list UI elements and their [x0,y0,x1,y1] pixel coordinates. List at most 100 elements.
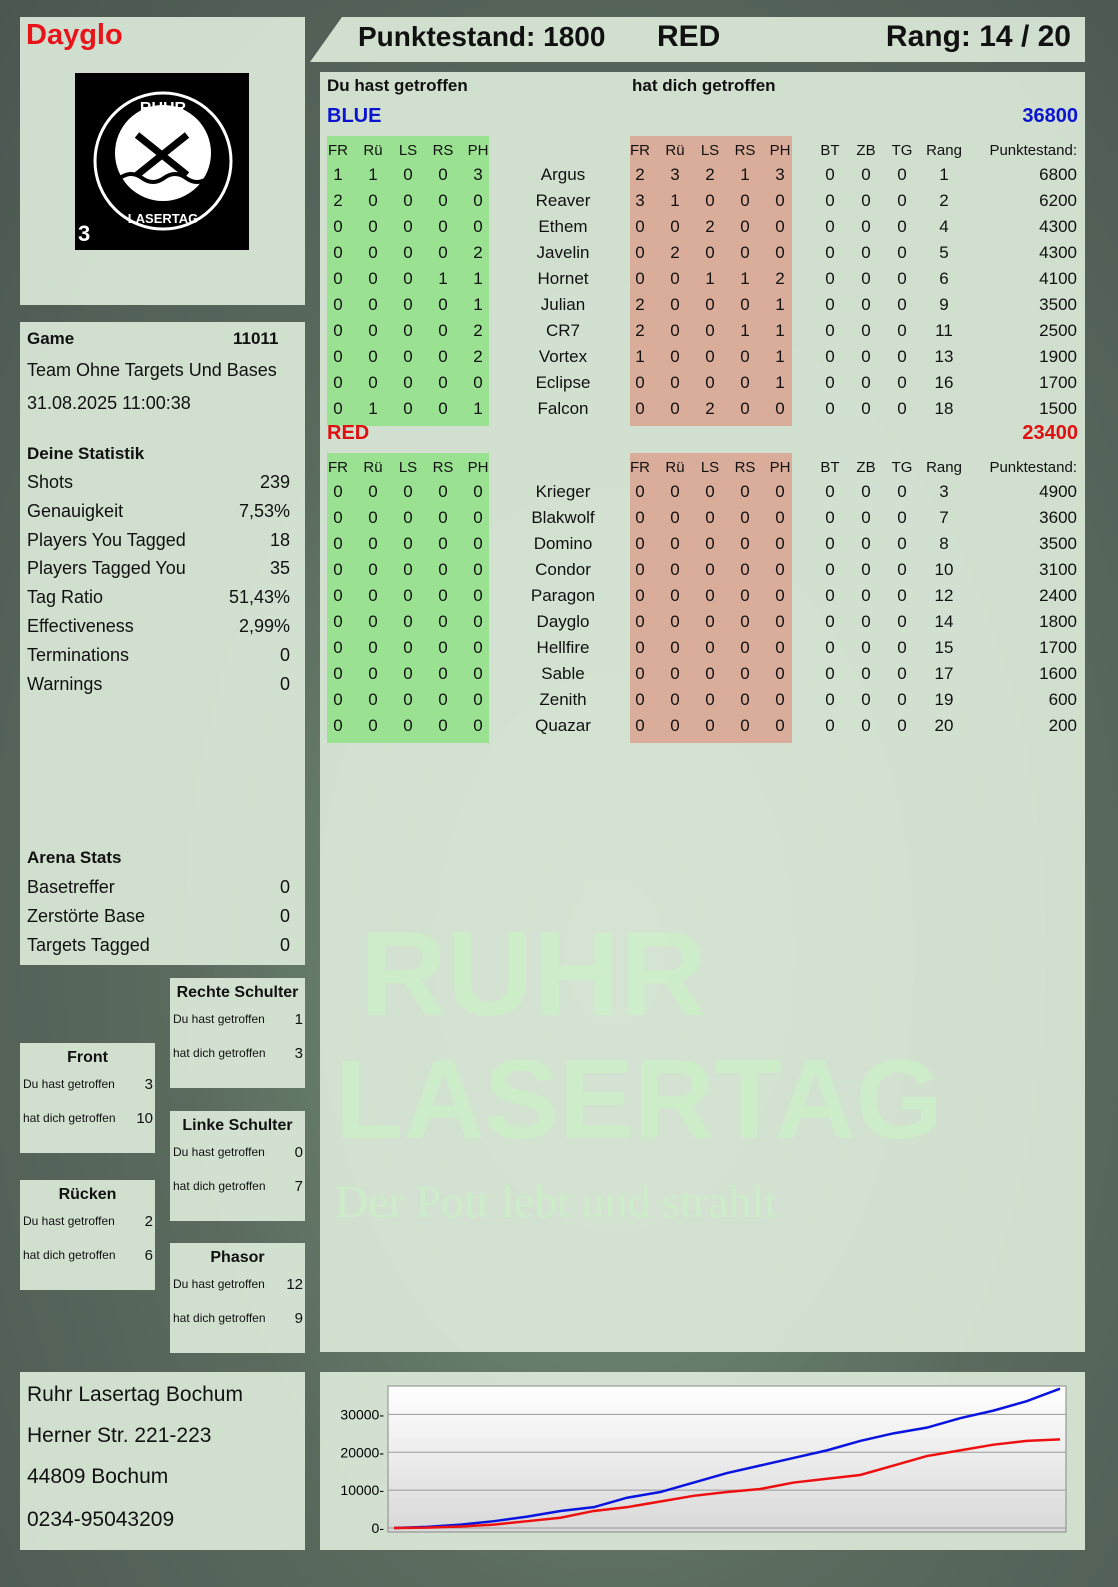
hit-you-cell: 1 [775,347,785,366]
you-hit-cell: 0 [473,373,483,392]
extra-cell: 0 [861,321,871,340]
zone-hit-value: 1 [294,1011,303,1028]
extra-cell: 0 [897,243,907,262]
stats-title: Deine Statistik [27,444,145,463]
extra-cell: 0 [861,347,871,366]
player-name: Domino [533,534,593,553]
zone-got-value: 9 [294,1310,303,1327]
extra-cell: 0 [825,191,835,210]
extra-cell: 0 [861,217,871,236]
extra-cell: 12 [934,586,954,605]
zone-got-value: 7 [294,1178,303,1195]
hit-you-cell: 0 [670,217,680,236]
hit-you-cell: 0 [740,243,750,262]
hit-you-cell: 0 [775,664,785,683]
hit-you-cell: 1 [670,191,680,210]
player-name: Sable [541,664,585,683]
you-hit-cell: 0 [438,399,448,418]
column-header: PH [467,142,489,159]
hit-you-cell: 0 [705,321,715,340]
extra-cell: 0 [825,399,835,418]
player-score: 2400 [1039,586,1077,605]
player-score: 4100 [1039,269,1077,288]
zone-hit-label: Du hast getroffen [173,1145,265,1159]
hit-you-cell: 0 [670,586,680,605]
stat-value: 18 [269,529,290,550]
you-hit-cell: 2 [473,243,483,262]
hit-you-cell: 0 [705,508,715,527]
hit-you-cell: 2 [635,165,645,184]
svg-text:RUHR: RUHR [140,100,187,117]
hit-you-cell: 2 [635,295,645,314]
column-header: RS [432,459,454,476]
hit-you-cell: 2 [775,269,785,288]
you-hit-cell: 0 [368,664,378,683]
hit-you-cell: 0 [740,295,750,314]
extra-cell: 1 [939,165,949,184]
extra-cell: 4 [939,217,949,236]
extra-cell: 16 [934,373,954,392]
you-hit-cell: 0 [473,534,483,553]
extra-cell: 14 [934,612,954,631]
zone-hit-value: 0 [294,1144,303,1161]
you-hit-cell: 0 [403,664,413,683]
column-header: PH [769,459,791,476]
hit-you-cell: 1 [775,321,785,340]
extra-cell: 0 [825,716,835,735]
extra-cell: 3 [939,482,949,501]
hit-you-cell: 0 [670,295,680,314]
zone-got-label: hat dich getroffen [23,1111,116,1125]
extra-cell: 13 [934,347,954,366]
hit-you-cell: 0 [705,586,715,605]
team-total: 36800 [1022,105,1078,127]
column-header: LS [398,142,418,159]
you-hit-cell: 1 [368,399,378,418]
extra-cell: 9 [939,295,949,314]
extra-cell: 0 [825,534,835,553]
extra-cell: 0 [825,690,835,709]
hit-you-cell: 0 [775,482,785,501]
you-hit-cell: 0 [473,612,483,631]
player-name: Hornet [537,269,589,288]
hit-you-cell: 0 [635,534,645,553]
you-hit-cell: 0 [403,534,413,553]
stat-label: Targets Tagged [27,935,150,955]
game-label: Game [27,329,75,348]
you-hit-cell: 0 [333,638,343,657]
you-hit-cell: 0 [438,664,448,683]
hit-you-cell: 3 [670,165,680,184]
you-hit-cell: 1 [333,165,343,184]
extra-cell: 0 [861,165,871,184]
player-score: 1500 [1039,399,1077,418]
extra-cell: 17 [934,664,954,683]
player-score: 1900 [1039,347,1077,366]
you-hit-cell: 0 [333,347,343,366]
hit-zone-box: Phasor Du hast getroffen 12 hat dich getrof… [170,1243,305,1353]
column-header: Punktestand: [989,142,1077,159]
zone-got-label: hat dich getroffen [173,1046,266,1060]
hit-you-cell: 0 [670,399,680,418]
you-hit-cell: 0 [403,586,413,605]
hit-you-cell: 0 [740,716,750,735]
zone-title: Rücken [58,1186,117,1203]
extra-cell: 19 [934,690,954,709]
hit-you-cell: 0 [635,508,645,527]
hit-you-cell: 0 [670,690,680,709]
extra-cell: 0 [861,664,871,683]
extra-cell: 0 [825,321,835,340]
you-hit-cell: 0 [368,690,378,709]
stat-label: Warnings [27,673,103,694]
you-hit-cell: 0 [403,217,413,236]
hit-you-cell: 0 [635,373,645,392]
you-hit-cell: 0 [403,716,413,735]
you-hit-cell: 0 [403,321,413,340]
extra-cell: 0 [825,664,835,683]
hit-you-cell: 0 [705,534,715,553]
stat-row: Tag Ratio 51,43% [27,587,290,608]
extra-cell: 0 [825,508,835,527]
you-hit-block [327,453,489,743]
hit-you-cell: 0 [705,716,715,735]
stat-row: Terminations 0 [27,645,290,666]
you-hit-cell: 1 [473,269,483,288]
hit-you-cell: 0 [635,399,645,418]
